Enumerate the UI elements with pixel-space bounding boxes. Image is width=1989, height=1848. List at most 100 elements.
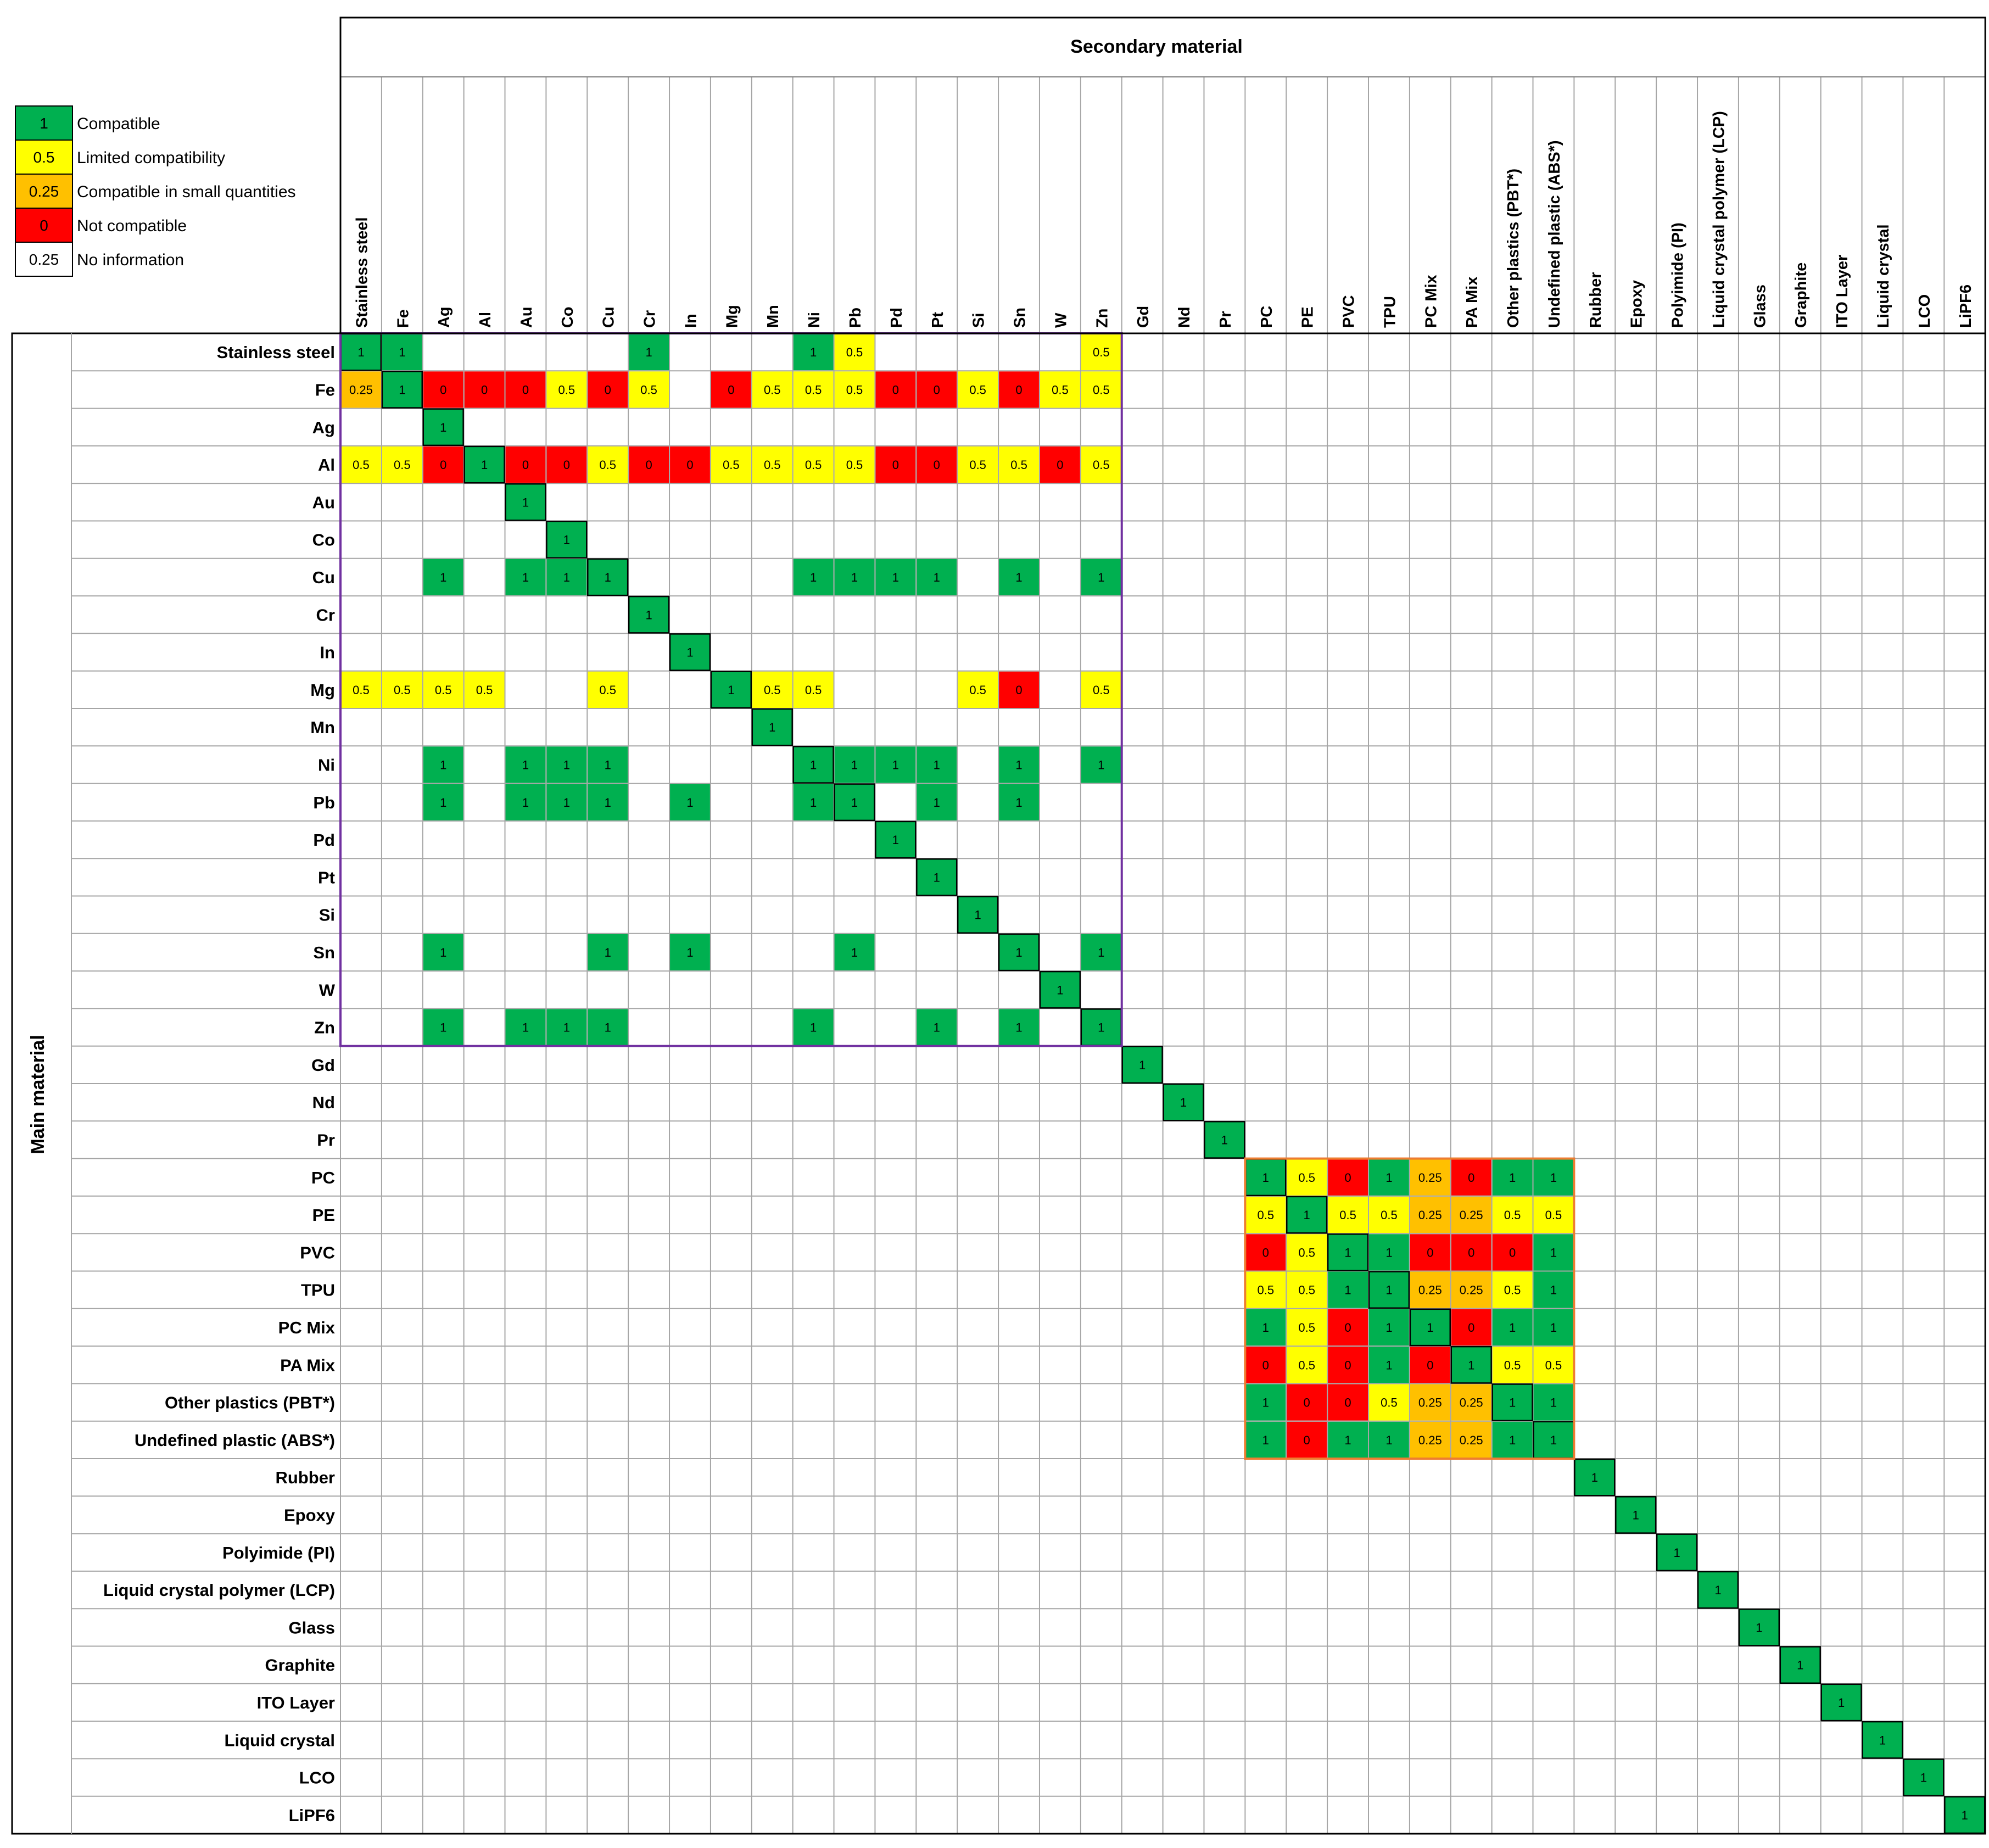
row-label: Pt: [318, 868, 335, 887]
cell-mg-x-si: [958, 671, 998, 708]
cell-stainless-steel-x-zn: [1081, 334, 1121, 371]
cell-ni-x-pt: [917, 746, 957, 783]
cell-value: 1: [1262, 1171, 1269, 1185]
cell-value: 1: [1550, 1246, 1557, 1259]
diagonal-cell-border: [1779, 1646, 1821, 1684]
cell-rubber-x-rubber: [1574, 1459, 1615, 1496]
cell-cu-x-ag: [423, 559, 463, 596]
column-label: Undefined plastic (ABS*): [1546, 140, 1563, 328]
cell-zn-x-co: [546, 1009, 587, 1046]
cell-pvc-x-other-plastics-pbt-: [1492, 1234, 1533, 1271]
diagonal-cell-border: [1862, 1721, 1903, 1759]
cell-pc-mix-x-other-plastics-pbt-: [1492, 1309, 1533, 1346]
cell-value: 1: [934, 1021, 940, 1035]
row-label: Other plastics (PBT*): [165, 1393, 335, 1412]
row-label: Ni: [318, 755, 335, 774]
cell-undefined-plastic-abs--x-undefined-plastic-abs-: [1533, 1421, 1574, 1458]
cell-value: 0: [1344, 1321, 1351, 1335]
cell-value: 0.5: [1258, 1208, 1275, 1222]
cell-ni-x-pd: [875, 746, 916, 783]
cell-epoxy-x-epoxy: [1616, 1497, 1656, 1533]
column-label: Pd: [888, 308, 906, 328]
cell-tpu-x-pvc: [1328, 1271, 1368, 1308]
cell-value: 0.5: [1093, 345, 1110, 359]
row-label: TPU: [301, 1281, 335, 1300]
cell-value: 0: [1427, 1358, 1433, 1372]
cell-value: 1: [645, 608, 652, 622]
column-label: Pr: [1217, 311, 1234, 328]
cell-stainless-steel-x-fe: [382, 334, 422, 371]
cell-value: 0.25: [1460, 1208, 1483, 1222]
cell-undefined-plastic-abs--x-pc-mix: [1410, 1421, 1450, 1458]
cell-value: 0: [892, 458, 899, 472]
cell-value: 0.5: [764, 683, 781, 697]
row-label: Sn: [313, 943, 335, 962]
cell-value: 1: [1015, 758, 1022, 772]
cell-value: 0: [1262, 1358, 1269, 1372]
diagonal-cell-border: [381, 371, 423, 409]
row-label: Mg: [310, 680, 335, 700]
diagonal-cell-border: [546, 521, 588, 559]
cell-pc-x-pa-mix: [1451, 1159, 1491, 1196]
cell-value: 0: [1057, 458, 1063, 472]
cell-value: 1: [728, 683, 734, 697]
row-label: Zn: [314, 1018, 335, 1037]
legend-value: 0.5: [33, 149, 55, 166]
cell-value: 1: [1015, 571, 1022, 584]
cell-al-x-mg: [711, 446, 751, 483]
cell-al-x-mn: [752, 446, 792, 483]
cell-value: 0: [934, 383, 940, 397]
cell-value: 1: [605, 796, 611, 809]
diagonal-cell-border: [792, 746, 834, 784]
cell-pe-x-pc-mix: [1410, 1196, 1450, 1233]
cell-value: 1: [1509, 1433, 1516, 1447]
cell-value: 1: [440, 946, 446, 959]
cell-sn-x-pb: [834, 934, 875, 971]
row-label: Au: [312, 493, 335, 512]
cell-value: 1: [1344, 1283, 1351, 1297]
cell-tpu-x-pa-mix: [1451, 1271, 1491, 1308]
row-label: Liquid crystal: [224, 1730, 335, 1750]
cell-value: 1: [1633, 1508, 1639, 1522]
cell-other-plastics-pbt--x-pc-mix: [1410, 1384, 1450, 1421]
diagonal-cell-border: [1615, 1496, 1657, 1534]
cell-zn-x-ni: [793, 1009, 834, 1046]
cell-glass-x-glass: [1739, 1609, 1779, 1646]
diagonal-cell-border: [916, 858, 958, 896]
column-label: Pt: [929, 312, 947, 328]
cell-al-x-cr: [629, 446, 669, 483]
cell-zn-x-pt: [917, 1009, 957, 1046]
cell-value: 0.5: [1545, 1208, 1562, 1222]
legend-value: 0.25: [29, 183, 59, 200]
row-label: Ag: [312, 418, 335, 437]
cell-other-plastics-pbt--x-pvc: [1328, 1384, 1368, 1421]
cell-value: 1: [810, 796, 817, 809]
diagonal-cell-border: [1163, 1083, 1204, 1121]
cell-mg-x-fe: [382, 671, 422, 708]
cell-ni-x-pb: [834, 746, 875, 783]
column-label: Fe: [394, 309, 412, 328]
cell-pb-x-in: [670, 784, 710, 820]
cell-value: 1: [810, 571, 817, 584]
row-label: Co: [312, 531, 335, 550]
cell-value: 0: [1468, 1246, 1474, 1259]
cell-value: 0: [605, 383, 611, 397]
cell-value: 0.5: [1545, 1358, 1562, 1372]
cell-value: 1: [563, 533, 570, 547]
cell-stainless-steel-x-pb: [834, 334, 875, 371]
cell-value: 1: [1385, 1171, 1392, 1185]
row-label: Nd: [312, 1093, 335, 1112]
cell-value: 1: [522, 796, 529, 809]
row-label: PVC: [300, 1243, 335, 1262]
cell-value: 1: [1385, 1283, 1392, 1297]
legend-swatch: [15, 208, 73, 243]
group-outline-plastics: [1244, 1157, 1575, 1460]
cell-pc-x-pvc: [1328, 1159, 1368, 1196]
cell-value: 1: [851, 571, 858, 584]
column-label: Mn: [764, 305, 782, 328]
cell-value: 1: [1015, 796, 1022, 809]
y-axis-title: Main material: [27, 1035, 48, 1154]
cell-value: 0.5: [805, 458, 822, 472]
cell-value: 0.5: [1504, 1208, 1521, 1222]
cell-value: 0.5: [353, 683, 370, 697]
